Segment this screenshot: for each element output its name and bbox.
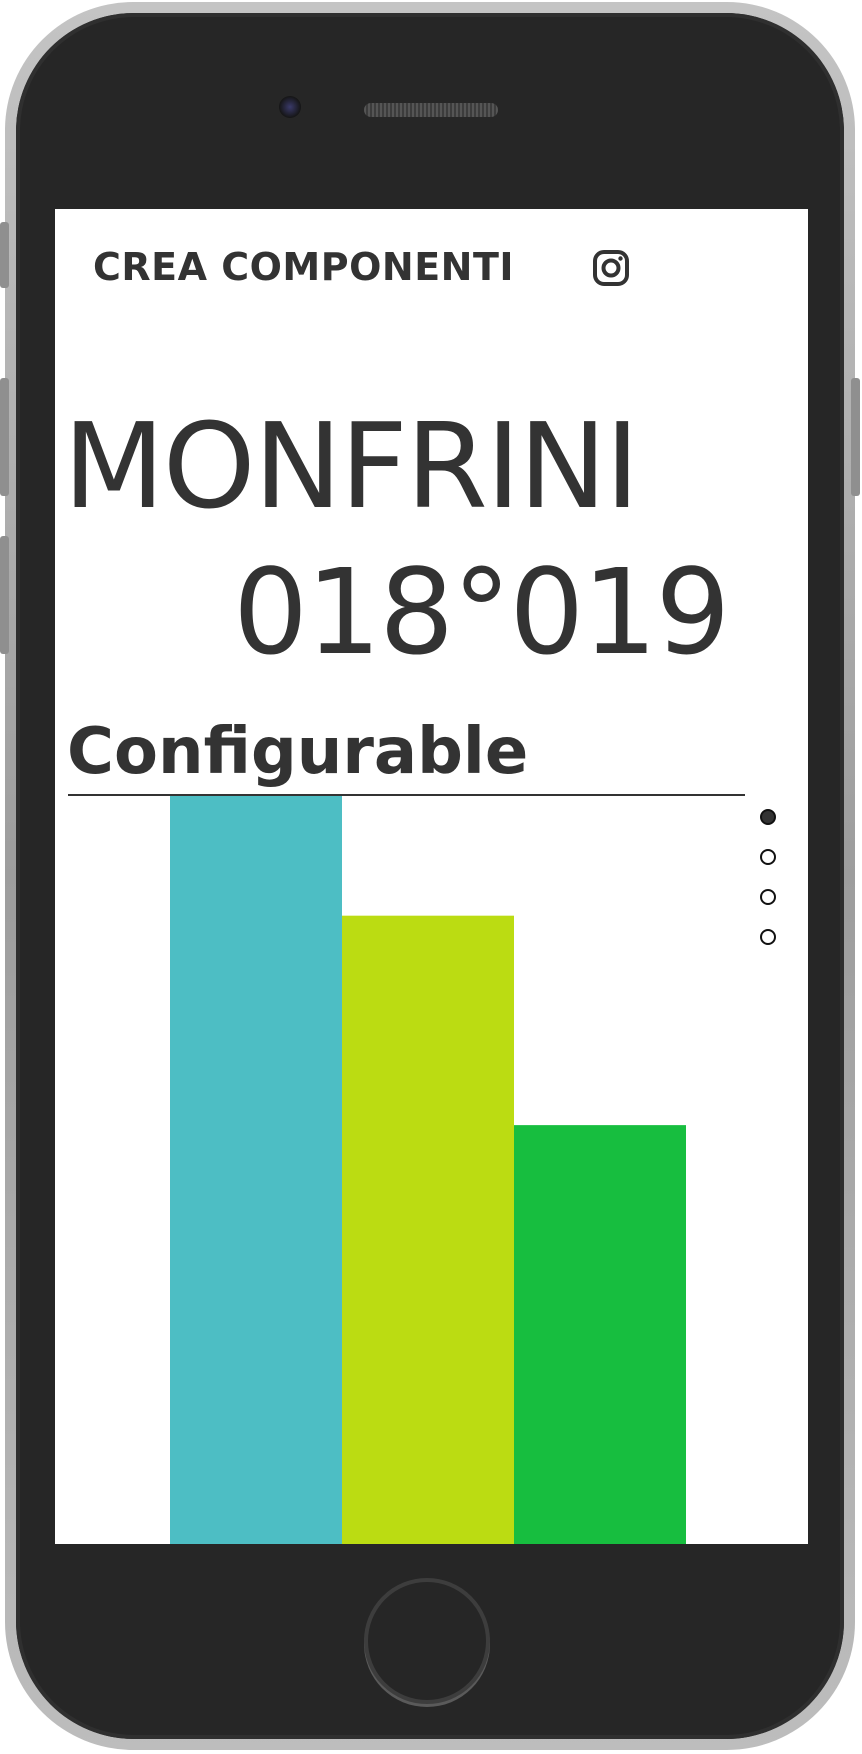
bar-1	[170, 796, 342, 1544]
instagram-icon[interactable]	[592, 249, 630, 287]
slider-dot-4[interactable]	[760, 929, 776, 945]
section-divider	[68, 794, 745, 796]
brand-logo-text[interactable]: CREA COMPONENTI	[93, 245, 515, 289]
slider-dot-3[interactable]	[760, 889, 776, 905]
product-title-line2: 018°019	[233, 543, 730, 681]
earpiece-speaker	[364, 103, 498, 117]
silent-switch	[0, 222, 9, 288]
volume-up-button	[0, 378, 9, 496]
slider-dot-2[interactable]	[760, 849, 776, 865]
home-button[interactable]	[364, 1578, 490, 1704]
bar-2	[342, 915, 514, 1544]
front-camera	[279, 96, 301, 118]
slider-pagination	[760, 809, 780, 969]
bar-3	[514, 1125, 686, 1544]
phone-screen: CREA COMPONENTI MONFRINI 018°019 Configu…	[55, 209, 808, 1544]
volume-down-button	[0, 536, 9, 654]
section-title: Configurable	[67, 715, 529, 789]
power-button	[851, 378, 860, 496]
slider-dot-1[interactable]	[760, 809, 776, 825]
product-title-line1: MONFRINI	[63, 397, 640, 535]
bar-chart	[170, 796, 686, 1544]
